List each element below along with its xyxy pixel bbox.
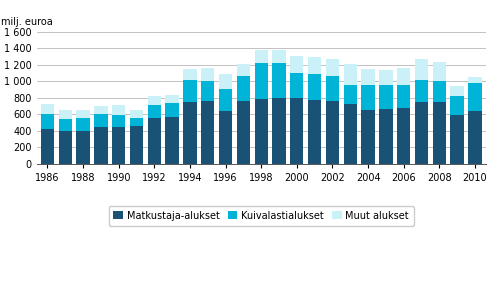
Bar — [183, 80, 197, 102]
Bar — [237, 101, 250, 164]
Bar — [59, 110, 72, 119]
Bar — [201, 101, 214, 164]
Bar — [361, 110, 375, 164]
Bar — [290, 98, 304, 164]
Bar — [361, 86, 375, 110]
Bar — [41, 129, 54, 164]
Bar — [112, 105, 125, 115]
Legend: Matkustaja-alukset, Kuivalastialukset, Muut alukset: Matkustaja-alukset, Kuivalastialukset, M… — [108, 206, 414, 226]
Bar — [130, 118, 143, 126]
Bar — [201, 81, 214, 101]
Bar — [344, 86, 357, 104]
Bar — [397, 68, 410, 85]
Bar — [415, 59, 428, 80]
Bar — [415, 102, 428, 164]
Bar — [433, 102, 446, 164]
Bar — [166, 117, 179, 164]
Bar — [219, 74, 232, 89]
Bar — [326, 101, 339, 164]
Bar — [326, 76, 339, 101]
Bar — [290, 56, 304, 73]
Bar — [451, 96, 464, 115]
Bar — [468, 111, 482, 164]
Bar — [219, 89, 232, 111]
Bar — [344, 104, 357, 164]
Bar — [308, 74, 321, 99]
Bar — [41, 114, 54, 129]
Bar — [76, 110, 90, 118]
Bar — [254, 99, 268, 164]
Bar — [130, 110, 143, 118]
Bar — [76, 131, 90, 164]
Bar — [290, 73, 304, 98]
Bar — [147, 105, 161, 118]
Bar — [254, 50, 268, 63]
Bar — [451, 86, 464, 96]
Bar — [308, 57, 321, 74]
Bar — [326, 59, 339, 76]
Bar — [379, 109, 392, 164]
Bar — [254, 63, 268, 99]
Bar — [344, 64, 357, 86]
Bar — [59, 119, 72, 131]
Bar — [451, 115, 464, 164]
Bar — [201, 68, 214, 81]
Bar — [468, 77, 482, 84]
Bar — [272, 63, 285, 98]
Bar — [468, 84, 482, 111]
Bar — [237, 64, 250, 76]
Bar — [166, 95, 179, 103]
Bar — [166, 103, 179, 117]
Bar — [130, 126, 143, 164]
Bar — [415, 80, 428, 102]
Bar — [147, 96, 161, 105]
Bar — [237, 76, 250, 101]
Bar — [219, 111, 232, 164]
Bar — [397, 108, 410, 164]
Bar — [183, 68, 197, 80]
Bar — [59, 131, 72, 164]
Bar — [94, 106, 107, 114]
Bar — [94, 127, 107, 164]
Bar — [76, 118, 90, 131]
Bar — [433, 81, 446, 102]
Bar — [272, 50, 285, 63]
Bar — [112, 127, 125, 164]
Bar — [272, 98, 285, 164]
Text: milj. euroa: milj. euroa — [1, 17, 53, 26]
Bar — [94, 114, 107, 127]
Bar — [308, 99, 321, 164]
Bar — [41, 104, 54, 114]
Bar — [147, 118, 161, 164]
Bar — [183, 102, 197, 164]
Bar — [379, 85, 392, 109]
Bar — [397, 85, 410, 108]
Bar — [361, 69, 375, 86]
Bar — [112, 115, 125, 127]
Bar — [433, 61, 446, 81]
Bar — [379, 70, 392, 85]
